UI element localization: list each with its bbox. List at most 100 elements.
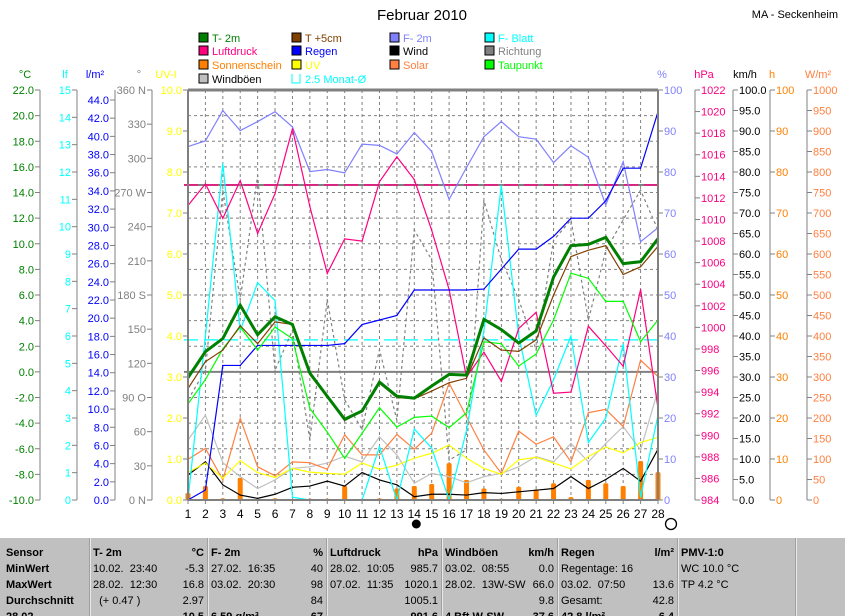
axis-tick-label: 90 bbox=[776, 126, 788, 138]
data-point bbox=[274, 475, 276, 477]
axis-tick-label: 1002 bbox=[701, 301, 725, 313]
data-point bbox=[274, 316, 276, 318]
axis-tick-label: 20 bbox=[664, 413, 676, 425]
axis-tick-label: 20.0 bbox=[88, 313, 109, 325]
axis-unit-label: ° bbox=[137, 69, 141, 81]
sunshine-bar bbox=[202, 486, 208, 500]
axis-tick-label: 70 bbox=[664, 208, 676, 220]
legend-label: Luftdruck bbox=[212, 46, 258, 58]
axis-tick-label: 1000 bbox=[701, 322, 725, 334]
data-point bbox=[448, 427, 450, 429]
data-point bbox=[204, 335, 207, 337]
data-point bbox=[274, 476, 276, 479]
legend-item: F- 2m bbox=[389, 32, 432, 45]
legend-label: Wind bbox=[403, 46, 428, 58]
axis-tick-label: 350 bbox=[813, 352, 831, 364]
axis-tick-label: 100.0 bbox=[739, 85, 767, 97]
axis-tick-label: 7 bbox=[65, 304, 71, 316]
axis-tick-label: 0 bbox=[664, 495, 670, 507]
column-separator bbox=[326, 538, 328, 616]
data-point bbox=[309, 439, 311, 441]
legend-label: Regen bbox=[305, 46, 337, 58]
axis-tick-label: 998 bbox=[701, 344, 719, 356]
data-point bbox=[204, 461, 207, 463]
data-point bbox=[448, 382, 450, 384]
data-point bbox=[344, 399, 346, 401]
data-point bbox=[204, 140, 207, 142]
axis-unit-label: lf bbox=[62, 69, 68, 81]
data-point bbox=[239, 417, 241, 420]
series-line bbox=[187, 128, 659, 409]
data-point bbox=[448, 493, 450, 495]
axis-tick-label: 270 W bbox=[114, 188, 146, 200]
data-point bbox=[431, 432, 433, 434]
sunshine-bar bbox=[237, 477, 243, 500]
data-point bbox=[639, 189, 642, 191]
axis-kmh: km/h 100.0 95.0 90.0 85.0 80.0 75.0 70.0 65.0 60.… bbox=[732, 69, 767, 507]
data-point bbox=[587, 412, 589, 414]
data-point bbox=[222, 349, 224, 351]
axis-tick-label: 20.0 bbox=[739, 413, 760, 425]
data-point bbox=[605, 200, 607, 202]
sunshine-bar bbox=[516, 486, 522, 500]
data-point bbox=[361, 323, 363, 326]
axis-tick-label: 44.0 bbox=[88, 95, 109, 107]
data-point bbox=[257, 174, 259, 177]
axis-tick-label: 988 bbox=[701, 452, 719, 464]
x-tick-label: 2 bbox=[202, 507, 209, 521]
data-point bbox=[239, 325, 241, 327]
data-point bbox=[222, 484, 224, 486]
data-point bbox=[639, 167, 642, 169]
axis-C: °C 22.0 20.0 18.0 16.0 14.0 12.0 10.0 8.0 6.0 4.0 2… bbox=[9, 69, 41, 507]
column-header: T- 2m bbox=[93, 547, 122, 559]
axis-tick-label: 50.0 bbox=[739, 290, 760, 302]
data-point bbox=[483, 329, 485, 332]
data-point bbox=[413, 397, 415, 399]
axis-tick-label: 50 bbox=[813, 475, 825, 487]
data-point bbox=[483, 492, 485, 494]
data-point bbox=[605, 345, 607, 347]
data-point bbox=[257, 120, 259, 123]
cell-detail: 27.02. 16:35 bbox=[211, 563, 276, 575]
axis-tick-label: 10.0 bbox=[13, 239, 34, 251]
x-tick-label: 18 bbox=[477, 507, 491, 521]
cell-value: 66.0 bbox=[532, 579, 554, 591]
data-point bbox=[239, 129, 241, 132]
series-line bbox=[187, 389, 659, 490]
data-point bbox=[274, 299, 276, 302]
legend-label: UV bbox=[305, 60, 321, 72]
x-tick-label: 9 bbox=[324, 507, 331, 521]
axis-tick-label: 0.0 bbox=[739, 495, 754, 507]
axis-tick-label: 12.0 bbox=[13, 213, 34, 225]
data-point bbox=[378, 479, 381, 481]
data-point bbox=[552, 235, 555, 237]
data-point bbox=[570, 217, 572, 219]
series-solar bbox=[187, 359, 659, 482]
axis-tick-label: 3 bbox=[65, 413, 71, 425]
data-point bbox=[239, 494, 241, 496]
axis-unit-label: W/m² bbox=[805, 69, 832, 81]
data-point bbox=[326, 480, 328, 482]
data-point bbox=[431, 493, 433, 495]
data-point bbox=[448, 198, 450, 201]
row-label: MinWert bbox=[6, 563, 50, 575]
data-point bbox=[326, 462, 328, 464]
data-point bbox=[274, 479, 276, 481]
axis-tick-label: 30 bbox=[664, 372, 676, 384]
sunshine-bar bbox=[446, 463, 452, 500]
axis-tick-label: 8.0 bbox=[19, 264, 34, 276]
data-point bbox=[518, 459, 520, 461]
axis-tick-label: 300 bbox=[128, 153, 146, 165]
data-point bbox=[448, 289, 450, 291]
axis-tick-label: 4 bbox=[65, 386, 71, 398]
data-point bbox=[518, 466, 520, 468]
axis-tick-label: -8.0 bbox=[15, 469, 34, 481]
data-point bbox=[413, 178, 415, 181]
data-point bbox=[639, 359, 642, 361]
column-separator bbox=[557, 538, 559, 616]
legend-item: Wind bbox=[389, 45, 428, 58]
cell-value: 10.5 bbox=[183, 610, 204, 616]
data-point bbox=[483, 341, 485, 343]
data-point bbox=[257, 334, 259, 336]
